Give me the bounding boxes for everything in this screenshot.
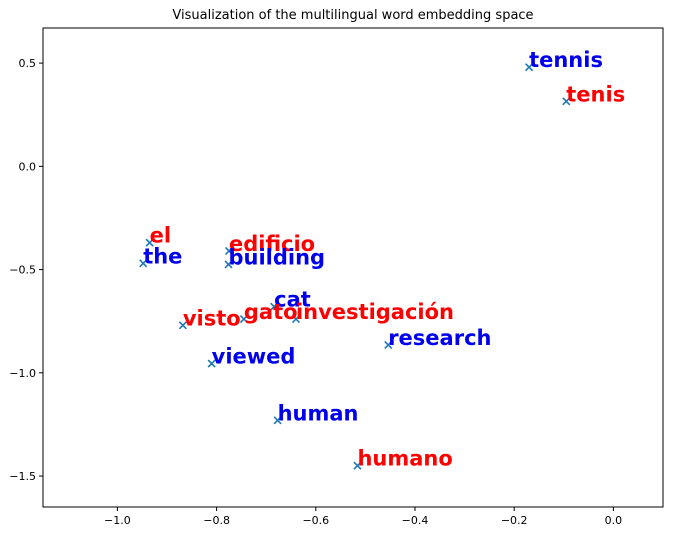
data-point — [178, 321, 187, 330]
point-label: humano — [357, 447, 452, 471]
y-tick-label: −1.0 — [9, 367, 36, 380]
point-label: investigación — [296, 300, 454, 324]
data-point — [145, 238, 154, 247]
point-label: cat — [274, 288, 311, 312]
point-label: visto — [183, 306, 241, 330]
data-point — [224, 246, 234, 256]
y-tick-label: 0.5 — [19, 57, 37, 70]
chart-title: Visualization of the multilingual word e… — [172, 8, 533, 23]
point-label: building — [229, 245, 326, 269]
data-point — [273, 416, 282, 425]
data-point — [384, 340, 393, 349]
point-label: research — [388, 326, 491, 350]
data-point — [291, 315, 301, 324]
x-tick-label: −0.6 — [302, 514, 329, 527]
point-label: tenis — [566, 82, 625, 106]
y-tick-label: 0.0 — [19, 160, 37, 173]
data-point — [239, 315, 248, 324]
data-point — [139, 259, 148, 268]
y-tick-label: −1.5 — [9, 470, 36, 483]
point-label: el — [150, 224, 171, 248]
y-tick-label: −0.5 — [9, 264, 36, 277]
point-label: the — [143, 244, 182, 268]
data-point — [525, 63, 534, 72]
x-tick-label: −1.0 — [104, 514, 131, 527]
data-point — [562, 97, 571, 106]
plot-frame — [42, 27, 664, 508]
point-label: edificio — [229, 232, 315, 256]
data-point — [207, 359, 216, 368]
x-tick-label: −0.2 — [501, 514, 528, 527]
point-label: viewed — [212, 345, 296, 369]
x-tick-label: −0.8 — [203, 514, 230, 527]
data-point — [353, 461, 362, 470]
x-tick-label: 0.0 — [605, 514, 623, 527]
point-label: tennis — [529, 48, 603, 72]
point-label: human — [278, 401, 359, 425]
data-point — [270, 302, 279, 311]
point-label: gato — [244, 300, 298, 324]
x-tick-label: −0.4 — [402, 514, 429, 527]
axes: −1.0 −0.8 −0.6 −0.4 −0.2 0.0 0.5 0.0 −0.5 −1.0 −1.… — [9, 57, 622, 527]
data-point — [224, 260, 233, 269]
